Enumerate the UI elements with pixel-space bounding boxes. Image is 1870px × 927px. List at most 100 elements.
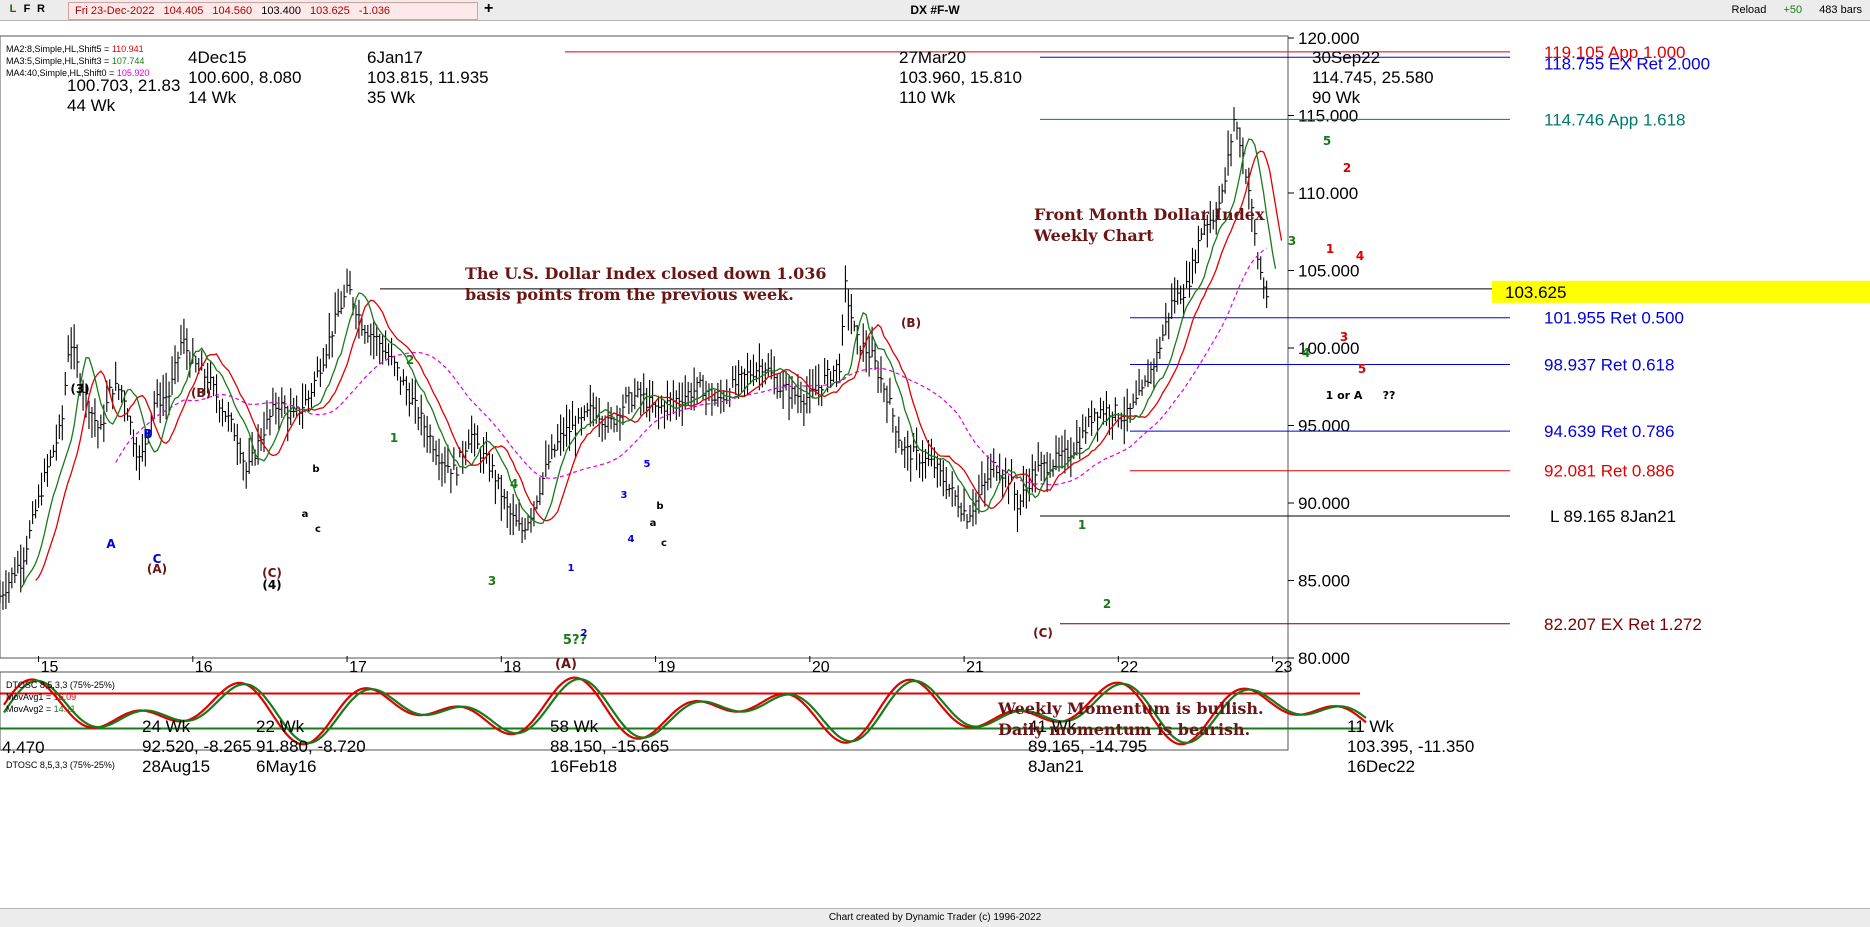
ann-weeks: 22 Wk [256,717,305,736]
quote-low: 103.400 [261,5,301,17]
osc-legend-value: 14.11 [54,704,76,714]
top-annotation-jan17: 6Jan17 103.815, 11.935 35 Wk [367,48,489,108]
momentum-line-1: Weekly Momentum is bullish. [998,699,1264,718]
ma3-line [20,138,1277,589]
osc-legend-label: MovAvg1 = 16.09 [6,692,76,702]
wave-label: 1 [390,431,398,445]
wave-label: c [661,538,667,549]
ma4-value: 105.920 [116,68,150,78]
footer-credit: Chart created by Dynamic Trader (c) 1996… [0,908,1870,927]
close-note: The U.S. Dollar Index closed down 1.036 b… [465,263,827,305]
quote-change: -1.036 [358,5,391,17]
level-label: L 89.165 8Jan21 [1550,507,1676,526]
ann-values: 103.395, -11.350 [1347,737,1475,756]
ann-weeks: 58 Wk [550,717,599,736]
mode-button-l[interactable]: L [9,3,17,15]
osc-legend-label: DTOSC 8,5,3,3 (75%-25%) [6,680,115,690]
quote-box: Fri 23-Dec-2022 104.405 104.560 103.400 … [68,2,478,20]
ann-date: 28Aug15 [142,757,211,776]
y-tick-label: 110.000 [1298,184,1358,203]
ann-values: 103.960, 15.810 [899,68,1022,87]
wave-label: a [650,518,657,529]
reload-button[interactable]: Reload [1731,4,1767,16]
quote-high: 104.560 [212,5,253,17]
x-tick-label: 20 [812,659,830,676]
ma4-label: MA4:40,Simple,HL,Shift0 = [6,68,117,78]
wave-label: 2 [1343,161,1351,175]
x-tick-label: 15 [41,659,59,676]
ma-legend-2: MA2:8,Simple,HL,Shift5 = 110.941 [6,44,144,54]
top-annotation-dec15: 4Dec15 100.600, 8.080 14 Wk [188,48,301,108]
bottom-annotation-dec22: 11 Wk 103.395, -11.350 16Dec22 [1347,717,1474,777]
osc-movavg2-line [3,677,1367,745]
ma2-value: 110.941 [111,44,144,54]
wave-label: (C) [262,566,282,580]
x-tick-label: 16 [195,659,213,676]
add-chart-button[interactable]: + [484,0,494,17]
wave-label: 2 [406,353,414,367]
mode-button-r[interactable]: R [37,3,45,15]
mode-button-f[interactable]: F [23,3,31,15]
bottom-annotation-jan21: 41 Wk 89.165, -14.795 8Jan21 [1028,717,1147,777]
level-label: 119.105 App 1.000 [1544,43,1686,62]
x-tick-label: 18 [503,659,521,676]
ma2-line [35,150,1283,581]
ann-values: 88.150, -15.665 [550,737,670,756]
top-partial-weeks: 44 Wk [67,96,116,115]
ann-date: 27Mar20 [899,48,967,67]
wave-label: 2 [1103,597,1111,611]
bottom-annotation-may16: 22 Wk 91.880, -8.720 6May16 [256,717,366,777]
y-tick-label: 85.000 [1298,572,1350,591]
wave-label: 1 [1078,518,1086,532]
wave-label: (B) [901,316,921,330]
level-label: 82.207 EX Ret 1.272 [1544,615,1702,634]
wave-label: A [106,537,116,551]
reload-count: +50 [1783,4,1803,16]
chart-canvas[interactable]: 80.00085.00090.00095.000100.000105.00011… [0,0,1870,908]
osc-name-label: DTOSC 8,5,3,3 (75%-25%) [6,760,115,770]
wave-label: 3 [1340,330,1348,344]
top-annotation-partial: 100.703, 21.83 44 Wk [67,76,180,116]
osc-movavg1-line [3,676,1367,746]
wave-label: ?? [1383,389,1396,402]
momentum-line-2: Daily momentum is bearish. [998,720,1251,739]
ma3-label: MA3:5,Simple,HL,Shift3 = [6,56,112,66]
wave-label: 4 [628,534,635,545]
wave-label: b [312,464,319,475]
ann-values: 92.520, -8.265 [142,737,252,756]
quote-close: 103.625 [310,5,350,17]
price-panel-frame [0,35,1289,659]
level-label: 118.755 EX Ret 2.000 [1544,54,1710,73]
bars-count: 483 bars [1819,4,1862,16]
ma2-label: MA2:8,Simple,HL,Shift5 = [6,44,112,54]
wave-label: (C) [1033,626,1053,640]
subtitle-line-1: Front Month Dollar Index [1034,205,1265,224]
wave-label: 1 [568,563,575,574]
ann-date: 8Jan21 [1028,757,1084,776]
wave-label: 5 [644,459,651,470]
y-tick-label: 95.000 [1298,417,1350,436]
top-annotation-mar20: 27Mar20 103.960, 15.810 110 Wk [899,48,1022,108]
close-note-line-1: The U.S. Dollar Index closed down 1.036 [465,264,827,283]
ann-weeks: 35 Wk [367,88,416,107]
osc-legend-value: 16.09 [54,692,77,702]
y-tick-label: 120.000 [1298,29,1359,48]
x-tick-label: 17 [349,659,367,676]
wave-label: (A) [555,657,577,672]
ma4-line [115,247,1267,486]
ma-legend-4: MA4:40,Simple,HL,Shift0 = 105.920 [6,68,149,78]
ann-values: 91.880, -8.720 [256,737,366,756]
quote-open: 104.405 [163,5,204,17]
wave-label: 5 [1323,134,1331,148]
ann-date: 4Dec15 [188,48,247,67]
wave-labels: (3) (B)BAC(A) (C)(4)21435??(A)(B)(C)123451… [70,134,1395,672]
ann-date: 6May16 [256,757,317,776]
chart-title: DX #F-W [910,3,960,17]
x-tick-label: 21 [966,659,984,676]
wave-label: 3 [1288,234,1296,248]
wave-label: C [153,552,162,566]
ann-values: 114.745, 25.580 [1312,68,1434,87]
ann-weeks: 14 Wk [188,88,237,107]
wave-label: 3 [621,490,628,501]
